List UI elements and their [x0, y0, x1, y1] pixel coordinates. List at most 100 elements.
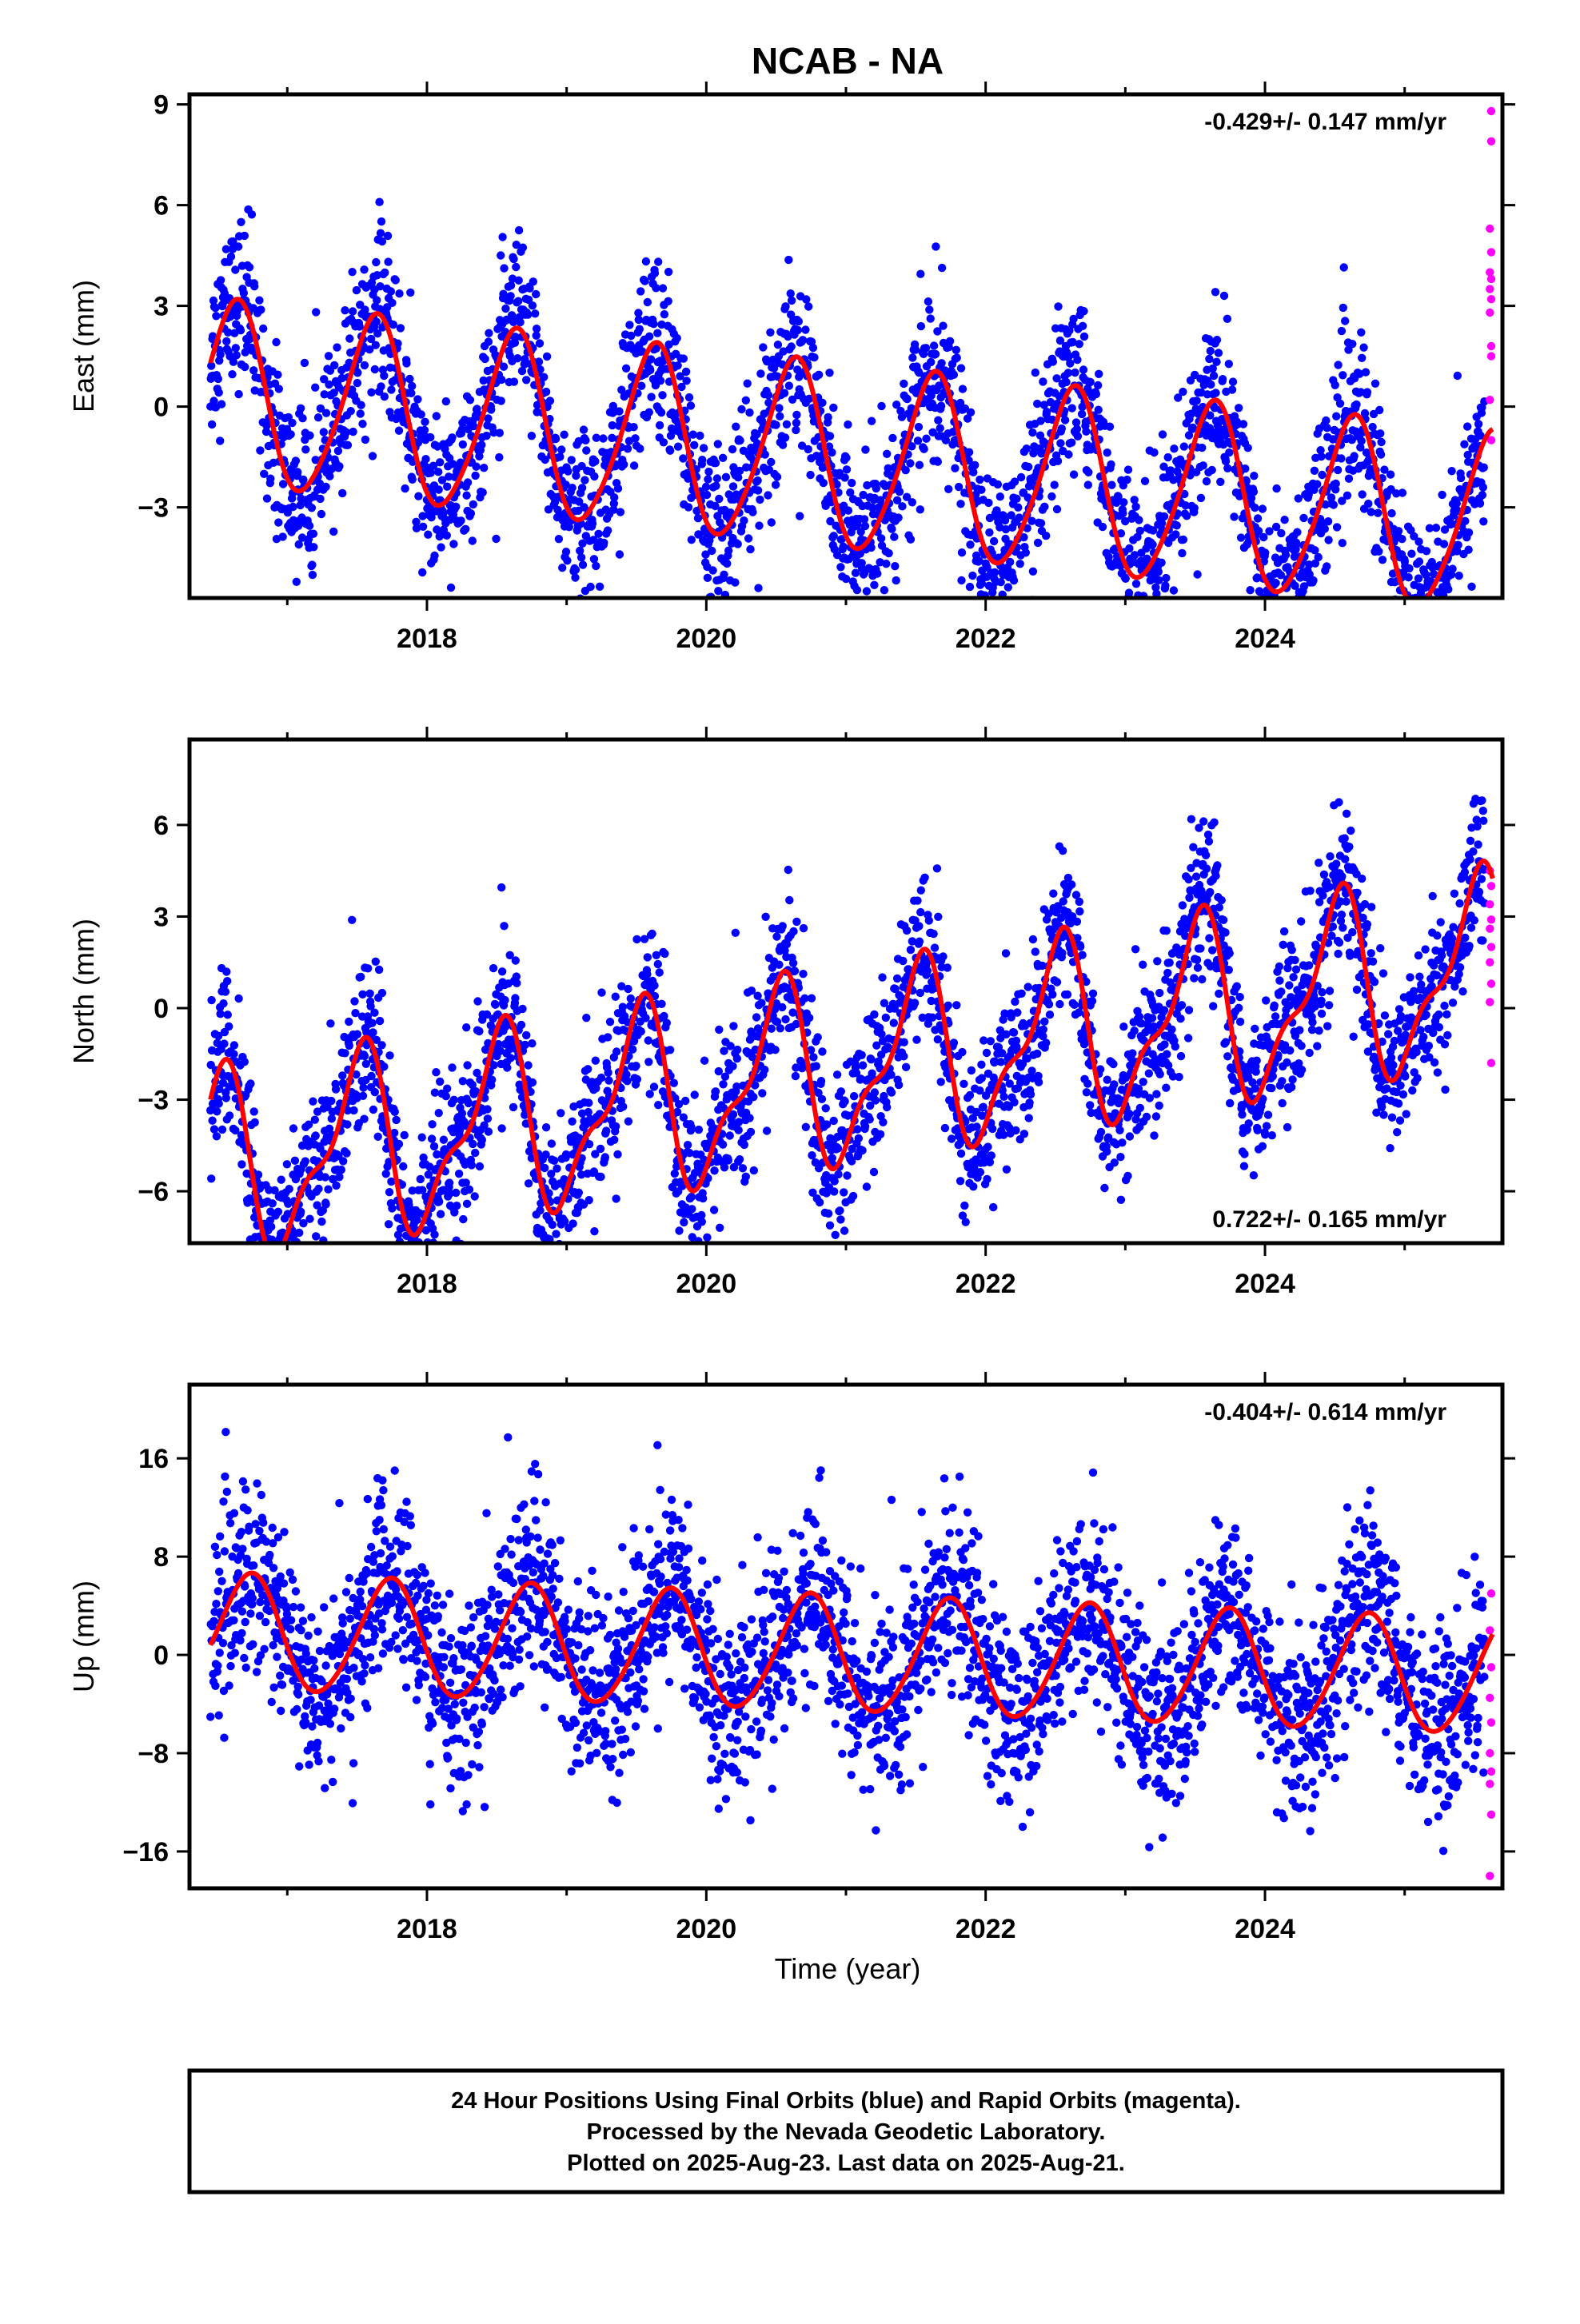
final-point [847, 640, 855, 648]
final-point [597, 1074, 605, 1082]
final-point [734, 540, 742, 548]
final-point [212, 312, 220, 320]
final-point [216, 1010, 224, 1018]
final-point [749, 1093, 757, 1101]
final-point [1426, 620, 1434, 628]
final-point [262, 1252, 270, 1260]
final-point [289, 503, 297, 511]
final-point [305, 1215, 313, 1223]
final-point [735, 1126, 743, 1134]
final-point [650, 982, 658, 990]
final-point [417, 410, 425, 418]
final-point [1229, 377, 1237, 385]
final-point [934, 913, 942, 921]
final-point [348, 916, 356, 924]
final-point [1043, 408, 1051, 416]
final-point [1122, 575, 1130, 583]
final-point [633, 1075, 641, 1083]
final-point [785, 381, 793, 389]
final-point [358, 991, 366, 999]
final-point [802, 295, 810, 303]
final-point [722, 604, 730, 612]
final-point [679, 454, 687, 462]
final-point [1197, 494, 1205, 502]
final-point [1411, 636, 1419, 644]
final-point [501, 996, 509, 1004]
final-point [1414, 574, 1422, 582]
final-point [774, 341, 782, 349]
final-point [714, 440, 722, 448]
final-point [1180, 442, 1188, 450]
final-point [822, 1104, 830, 1112]
final-point [1332, 413, 1340, 421]
final-point [304, 1246, 312, 1254]
final-point [237, 218, 245, 226]
final-point [548, 1139, 556, 1147]
final-point [646, 366, 654, 374]
final-point [380, 1062, 388, 1070]
final-point [1425, 640, 1433, 648]
final-point [309, 543, 317, 551]
final-point [1162, 574, 1170, 582]
final-point [989, 1203, 997, 1211]
final-point [604, 526, 612, 534]
final-point [556, 452, 564, 460]
final-point [437, 1210, 445, 1218]
final-point [1375, 548, 1382, 556]
final-point [1169, 600, 1177, 608]
final-point [550, 1247, 558, 1255]
final-point [656, 377, 664, 385]
final-point [361, 436, 369, 444]
final-point [682, 377, 690, 385]
final-point [1431, 624, 1439, 632]
final-point [1418, 636, 1426, 644]
final-point [731, 578, 739, 586]
final-point [1339, 371, 1347, 379]
final-point [215, 1099, 223, 1107]
final-point [540, 373, 548, 381]
final-point [286, 430, 294, 438]
final-point [1127, 612, 1135, 620]
final-point [1405, 564, 1413, 572]
final-point [1135, 516, 1143, 524]
final-point [872, 1096, 880, 1104]
final-point [804, 445, 812, 453]
final-point [443, 532, 451, 540]
final-point [301, 359, 309, 367]
final-point [551, 1249, 559, 1257]
final-point [269, 1341, 277, 1349]
final-point [764, 491, 772, 499]
y-tick-label: −3 [138, 493, 169, 524]
rapid-point [1487, 248, 1495, 256]
final-point [584, 600, 592, 608]
final-point [371, 365, 379, 373]
final-point [977, 1061, 985, 1069]
final-point [858, 1051, 866, 1059]
final-point [272, 1271, 280, 1279]
final-point [804, 302, 812, 310]
final-point [736, 1155, 744, 1163]
final-point [1099, 523, 1107, 531]
final-point [849, 1192, 857, 1200]
final-point [742, 397, 750, 405]
final-point [1358, 354, 1366, 362]
y-tick-label: 6 [154, 191, 169, 221]
final-point [1446, 616, 1454, 624]
final-point [294, 1262, 302, 1270]
final-point [752, 1013, 760, 1021]
final-point [870, 1168, 878, 1176]
final-point [996, 492, 1004, 500]
final-point [763, 1126, 771, 1134]
final-point [591, 457, 599, 465]
final-point [399, 1162, 407, 1170]
final-point [623, 1077, 631, 1085]
final-point [549, 1221, 557, 1229]
final-point [571, 573, 579, 581]
final-point [1259, 533, 1267, 541]
final-point [308, 560, 316, 568]
final-point [387, 287, 395, 295]
final-point [612, 1194, 620, 1202]
final-point [1343, 492, 1351, 500]
final-point [510, 377, 518, 385]
final-point [656, 421, 664, 429]
